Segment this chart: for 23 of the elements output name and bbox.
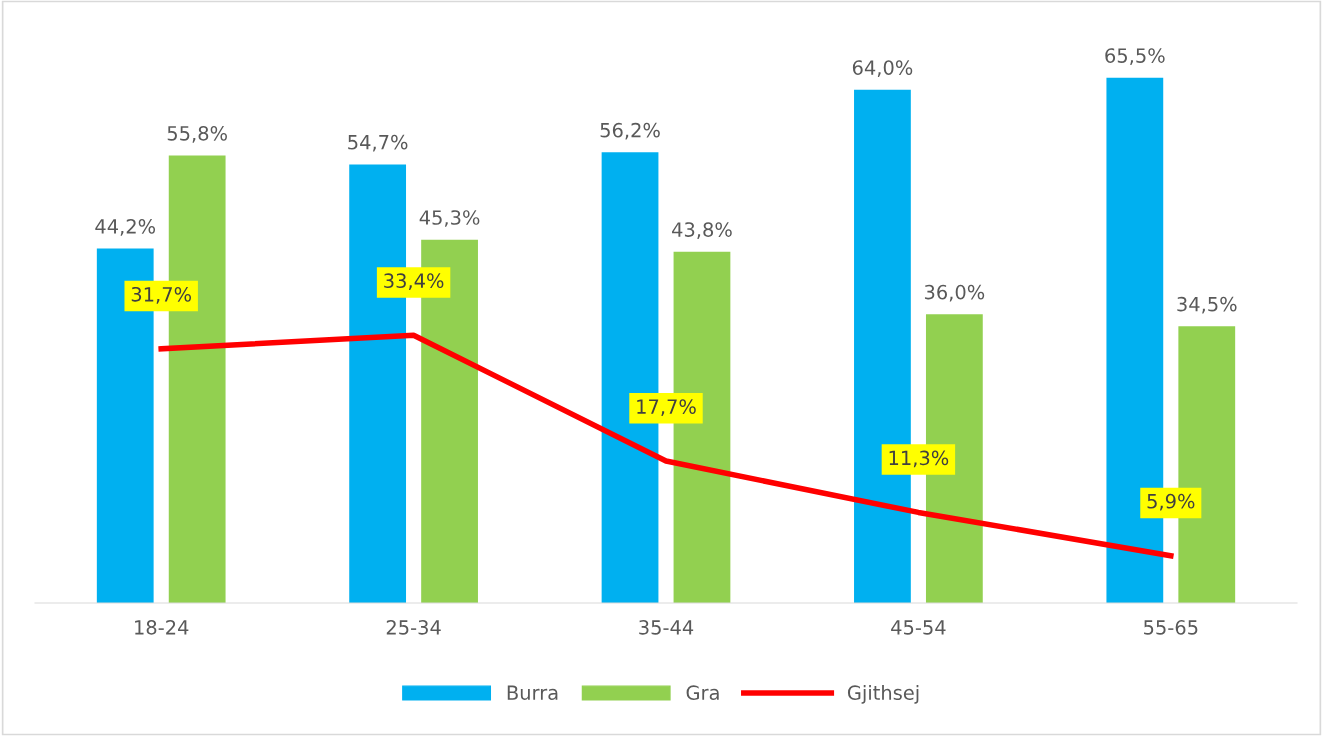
x-tick-label: 55-65 <box>1144 620 1198 635</box>
data-label: 17,7% <box>637 399 696 416</box>
data-label: 5,9% <box>1147 493 1195 511</box>
data-label: 56,2% <box>600 122 660 140</box>
x-tick-label: 18-24 <box>135 620 189 635</box>
data-label: 55,8% <box>167 125 227 143</box>
x-tick-label: 35-44 <box>639 620 694 635</box>
data-label: 33,4% <box>384 273 444 291</box>
data-label: 36,0% <box>924 284 985 302</box>
data-label: 11,3% <box>889 450 949 468</box>
data-label: 44,2% <box>95 218 156 236</box>
data-label: 45,3% <box>419 210 480 227</box>
data-label: 54,7% <box>348 134 408 152</box>
legend-label: Burra <box>507 685 558 701</box>
data-label: 65,5% <box>1105 48 1165 65</box>
x-tick-label: 25-34 <box>386 620 441 635</box>
data-label: 31,7% <box>131 286 192 304</box>
x-tick-label: 45-54 <box>891 620 946 635</box>
data-label: 64,0% <box>852 60 913 77</box>
data-label: 43,8% <box>672 222 732 239</box>
legend-label: Gra <box>686 685 719 701</box>
legend-label: Gjithsej <box>847 684 919 704</box>
data-label: 34,5% <box>1177 296 1237 314</box>
